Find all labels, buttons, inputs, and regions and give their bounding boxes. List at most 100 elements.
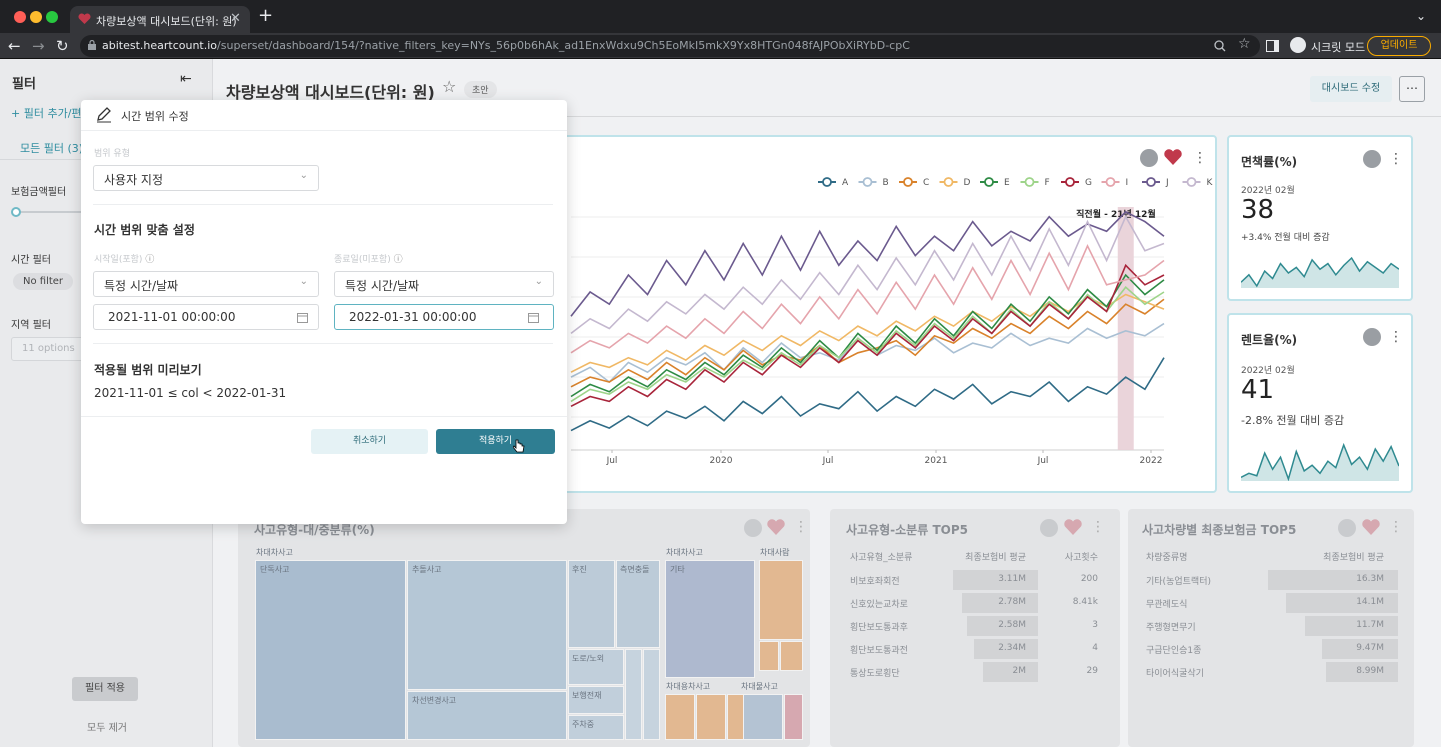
range-slider-handle[interactable] [11, 207, 21, 217]
url-field[interactable]: abitest.heartcount.io/superset/dashboard… [80, 35, 1260, 57]
filter-indicator-icon[interactable] [1040, 519, 1058, 537]
table-row[interactable]: 통상도로횡단 2M 29 [830, 661, 1120, 683]
calendar-icon[interactable] [528, 312, 539, 323]
table-row[interactable]: 타이어식굴삭기 8.99M [1128, 661, 1414, 683]
treemap-cell[interactable] [696, 694, 726, 740]
legend-item[interactable]: A [818, 177, 849, 188]
incognito-icon[interactable] [1290, 37, 1306, 53]
close-window-button[interactable] [14, 11, 26, 23]
zoom-icon[interactable] [1214, 40, 1226, 52]
series-line-G[interactable] [570, 263, 1165, 408]
series-line-C[interactable] [570, 298, 1165, 388]
table-cell: 11.7M [1356, 620, 1384, 630]
series-line-I[interactable] [570, 243, 1165, 354]
series-line-A[interactable] [570, 357, 1165, 432]
add-filter-button[interactable]: + 필터 추가/편 [11, 107, 82, 120]
calendar-icon[interactable] [297, 312, 308, 323]
range-slider-track[interactable] [16, 211, 86, 213]
back-arrow-icon[interactable]: ← [8, 37, 21, 55]
new-tab-icon[interactable]: + [258, 5, 274, 26]
side-panel-icon[interactable] [1266, 40, 1279, 52]
series-line-E[interactable] [570, 273, 1165, 398]
table-row[interactable]: 무관례도식 14.1M [1128, 592, 1414, 614]
time-filter-chip[interactable]: No filter [13, 273, 74, 290]
treemap-cell[interactable] [665, 694, 695, 740]
table-row[interactable]: 기타(농업트랙터) 16.3M [1128, 569, 1414, 591]
treemap-cell[interactable] [625, 649, 642, 740]
range-type-select[interactable]: 사용자 지정 ⌄ [93, 165, 319, 191]
cancel-button[interactable]: 취소하기 [311, 429, 428, 454]
treemap-cell[interactable]: 도로/노외 [568, 649, 624, 685]
table-row[interactable]: 횡단보도통과후 2.58M 3 [830, 615, 1120, 637]
table-row[interactable]: 주행형면무기 11.7M [1128, 615, 1414, 637]
legend-item[interactable]: I [1101, 177, 1129, 188]
treemap-cell[interactable] [784, 694, 803, 740]
maximize-window-button[interactable] [46, 11, 58, 23]
tab-search-chevron-icon[interactable]: ⌄ [1416, 9, 1427, 23]
treemap-cell[interactable]: 주차중 [568, 715, 624, 740]
table-header[interactable]: 최종보험비 평균 [1323, 553, 1384, 563]
legend-item[interactable]: F [1020, 177, 1050, 188]
treemap-cell[interactable]: 보행전재 [568, 686, 624, 714]
table-header[interactable]: 차량중류명 [1146, 553, 1188, 563]
filter-indicator-icon[interactable] [1140, 149, 1158, 167]
series-line-J[interactable] [570, 210, 1165, 317]
filter-indicator-icon[interactable] [744, 519, 762, 537]
apply-filters-button[interactable]: 필터 적용 [72, 677, 138, 701]
treemap-cell[interactable]: 후진 [568, 560, 615, 648]
legend-item[interactable]: K [1182, 177, 1214, 188]
browser-tab[interactable]: 차량보상액 대시보드(단위: 원) ✕ [70, 6, 250, 33]
bookmark-star-icon[interactable]: ☆ [1238, 36, 1251, 52]
treemap-cell[interactable] [780, 641, 803, 671]
clear-all-filters-link[interactable]: 모두 제거 [87, 723, 127, 734]
table-menu-icon[interactable]: ⋮ [1091, 519, 1105, 535]
table-row[interactable]: 구급단인승1종 9.47M [1128, 638, 1414, 660]
filter-indicator-icon[interactable] [1363, 328, 1381, 346]
treemap-cell[interactable] [759, 641, 779, 671]
legend-item[interactable]: G [1061, 177, 1092, 188]
end-date-input[interactable]: 2022-01-31 00:00:00 [334, 304, 554, 330]
more-options-button[interactable]: ⋯ [1399, 76, 1425, 102]
table-row[interactable]: 횡단보도통과전 2.34M 4 [830, 638, 1120, 660]
legend-item[interactable]: J [1142, 177, 1169, 188]
treemap-cell[interactable] [759, 560, 803, 640]
treemap-cell[interactable]: 기타 [665, 560, 755, 678]
close-tab-icon[interactable]: ✕ [230, 11, 241, 26]
treemap-cell[interactable]: 차선변경사고 [407, 691, 567, 740]
table-menu-icon[interactable]: ⋮ [1389, 519, 1403, 535]
apply-button[interactable]: 적용하기 [436, 429, 555, 454]
filter-indicator-icon[interactable] [1338, 519, 1356, 537]
update-button[interactable]: 업데이트 [1367, 36, 1431, 56]
table-header[interactable]: 사고횟수 [1064, 553, 1098, 563]
legend-item[interactable]: D [939, 177, 971, 188]
legend-item[interactable]: E [980, 177, 1010, 188]
collapse-sidebar-icon[interactable]: ⇤ [180, 71, 192, 87]
filter-indicator-icon[interactable] [1363, 150, 1381, 168]
series-line-K[interactable] [570, 214, 1165, 335]
start-date-input[interactable]: 2021-11-01 00:00:00 [93, 304, 319, 330]
treemap-cell[interactable] [743, 694, 783, 740]
reload-icon[interactable]: ↻ [56, 37, 69, 55]
legend-item[interactable]: C [899, 177, 929, 188]
treemap-cell[interactable]: 추돌사고 [407, 560, 567, 690]
minimize-window-button[interactable] [30, 11, 42, 23]
end-type-select[interactable]: 특정 시간/날짜 ⌄ [334, 271, 554, 297]
series-line-D[interactable] [570, 293, 1165, 373]
chart-menu-icon[interactable]: ⋮ [1193, 150, 1207, 166]
treemap-cell[interactable]: 측면충돌 [616, 560, 660, 648]
table-header[interactable]: 사고유형_소분류 [850, 553, 913, 563]
treemap-menu-icon[interactable]: ⋮ [794, 519, 808, 535]
kpi-menu-icon[interactable]: ⋮ [1389, 151, 1403, 167]
edit-dashboard-button[interactable]: 대시보드 수정 [1310, 76, 1392, 102]
table-row[interactable]: 비보호좌회전 3.11M 200 [830, 569, 1120, 591]
table-row[interactable]: 신호있는교차로 2.78M 8.41k [830, 592, 1120, 614]
forward-arrow-icon[interactable]: → [32, 37, 45, 55]
table-header[interactable]: 최종보험비 평균 [965, 553, 1026, 563]
legend-item[interactable]: B [858, 177, 889, 188]
start-type-select[interactable]: 특정 시간/날짜 ⌄ [93, 271, 319, 297]
treemap-cell[interactable]: 단독사고 [255, 560, 406, 740]
treemap-cell[interactable] [643, 649, 660, 740]
tab-all-filters[interactable]: 모든 필터 (3) [20, 142, 84, 155]
favorite-star-icon[interactable]: ☆ [442, 77, 457, 96]
kpi-menu-icon[interactable]: ⋮ [1389, 329, 1403, 345]
